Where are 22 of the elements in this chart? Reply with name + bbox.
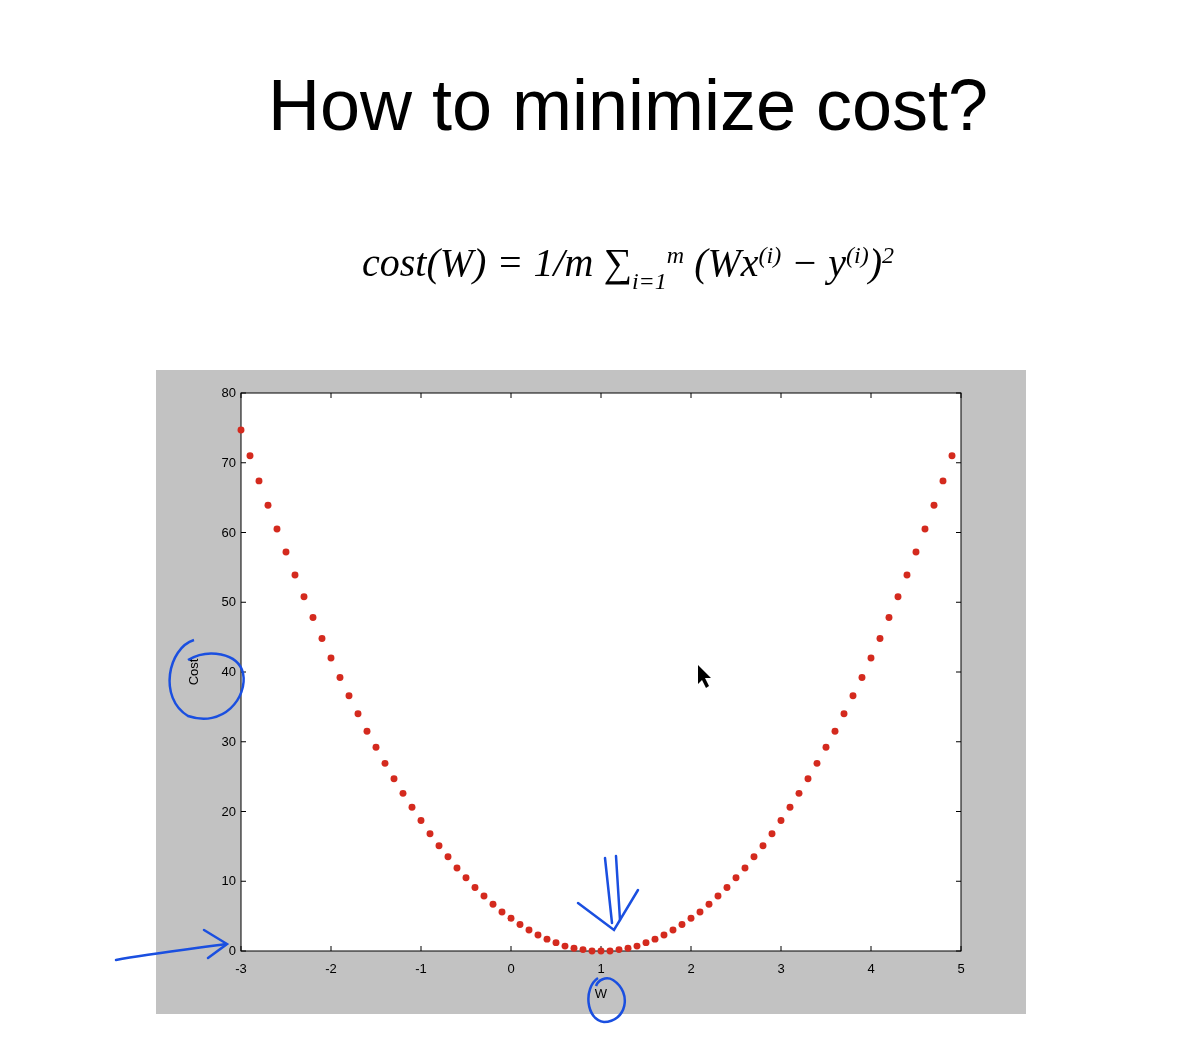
x-axis-title: W <box>594 986 608 1001</box>
y-tick-label: 60 <box>221 524 236 540</box>
x-tick-label: 5 <box>957 961 965 976</box>
y-tick-label: 70 <box>221 454 236 470</box>
y-tick-label: 50 <box>221 594 236 610</box>
x-tick-label: 0 <box>507 961 515 976</box>
y-tick-label: 30 <box>221 733 236 749</box>
y-tick-label: 0 <box>228 943 236 958</box>
text: cost(W) = 1/m ∑$_{i=1}$$^{m}$ (Wx$^{(i)}$ − y$^{(i)}$)$^{2}$ <box>362 240 894 294</box>
x-tick-label: -3 <box>235 961 247 976</box>
x-tick-label: -1 <box>415 961 427 976</box>
y-axis-title: Cost <box>186 658 201 686</box>
x-tick-label: 3 <box>777 961 785 976</box>
y-tick-label: 10 <box>221 873 236 889</box>
x-tick-label: -2 <box>325 961 337 976</box>
y-tick-label: 40 <box>221 664 236 679</box>
y-tick-label: 80 <box>221 385 236 400</box>
x-tick-label: 1 <box>597 961 605 976</box>
x-tick-label: 2 <box>687 961 695 976</box>
chart-title: How to minimize cost? <box>267 65 989 145</box>
y-tick-label: 20 <box>221 803 236 819</box>
x-tick-label: 4 <box>867 961 875 976</box>
